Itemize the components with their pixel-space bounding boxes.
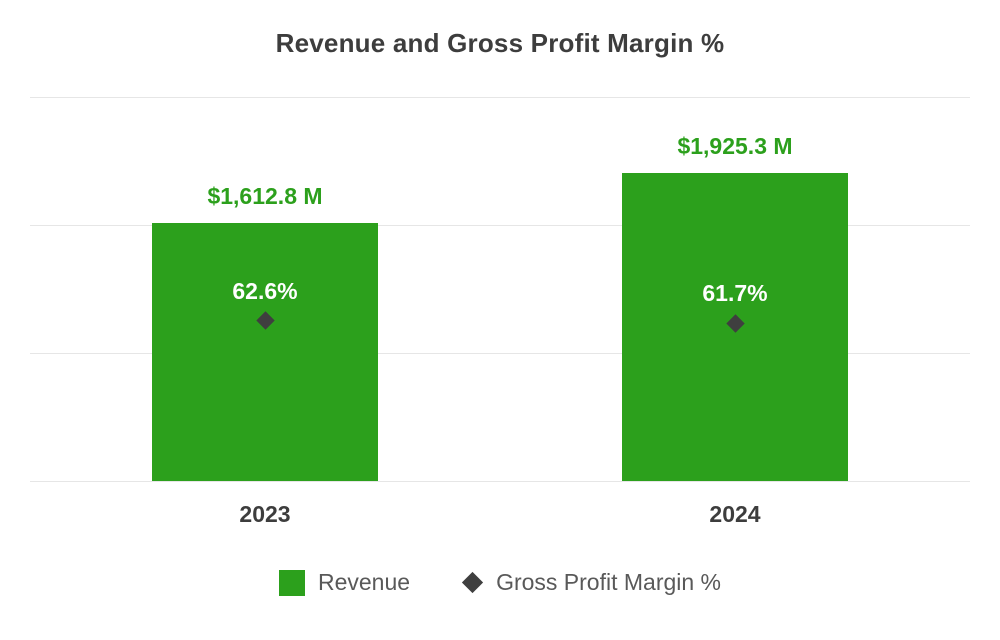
gridline xyxy=(30,96,970,98)
gridline xyxy=(30,480,970,482)
revenue-bar xyxy=(152,222,378,481)
x-axis-label: 2023 xyxy=(239,501,291,527)
revenue-swatch-icon xyxy=(278,569,305,596)
legend-item-margin: Gross Profit Margin % xyxy=(461,569,722,596)
chart-title: Revenue and Gross Profit Margin % xyxy=(275,28,725,58)
margin-value-label: 62.6% xyxy=(232,277,298,304)
legend-item-revenue: Revenue xyxy=(278,569,411,596)
gridline xyxy=(30,352,970,354)
margin-value-label: 61.7% xyxy=(702,280,768,307)
diamond-marker-icon xyxy=(461,571,484,594)
x-axis-label: 2024 xyxy=(709,501,761,527)
revenue-value-label: $1,612.8 M xyxy=(207,182,323,209)
gridline xyxy=(30,224,970,226)
plot-area: $1,612.8 M 62.6% 2023 $1,925.3 M 61.7% 2024 xyxy=(30,96,970,527)
revenue-value-label: $1,925.3 M xyxy=(677,132,793,159)
legend-label-margin: Gross Profit Margin % xyxy=(496,569,722,595)
legend: Revenue Gross Profit Margin % xyxy=(0,569,1000,596)
legend-label-revenue: Revenue xyxy=(317,569,411,595)
